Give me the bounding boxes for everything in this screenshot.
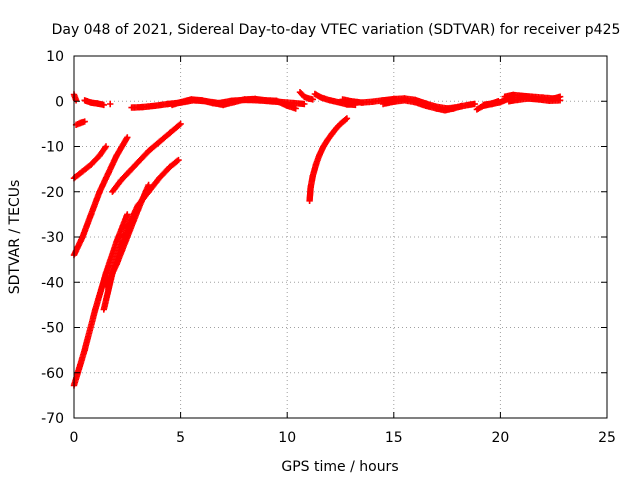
x-tick-label: 10 <box>278 430 296 446</box>
data-point <box>471 100 478 108</box>
data-point <box>175 156 182 164</box>
data-series <box>70 89 564 389</box>
data-point <box>81 118 88 125</box>
y-tick-label: 10 <box>46 49 64 65</box>
data-point <box>495 98 502 105</box>
data-point <box>102 143 110 150</box>
x-tick-label: 15 <box>385 430 403 446</box>
data-point <box>458 102 466 109</box>
data-point <box>309 96 316 103</box>
data-point <box>124 134 131 141</box>
y-tick-label: -10 <box>41 140 64 156</box>
plot-frame <box>73 55 608 419</box>
x-tick-label: 0 <box>70 430 79 446</box>
series-arc-6 <box>100 156 182 313</box>
data-point <box>342 116 349 123</box>
y-tick-label: -40 <box>41 275 64 291</box>
series-arc-4 <box>72 118 88 128</box>
y-tick-label: 0 <box>55 94 64 110</box>
chart-title: Day 048 of 2021, Sidereal Day-to-day VTE… <box>52 22 621 38</box>
x-tick-label: 20 <box>491 430 509 446</box>
series-arc-1 <box>70 211 131 389</box>
data-point <box>301 100 308 108</box>
grid-lines <box>74 56 607 418</box>
y-tick-label: -20 <box>41 185 64 201</box>
axis-ticks: 0 5 10 15 20 25 10 0 -10 -20 -30 -40 -50 -60 -70 <box>41 49 616 446</box>
series-arc-10 <box>107 100 114 108</box>
data-point <box>176 121 183 129</box>
y-tick-label: -60 <box>41 366 64 382</box>
data-point <box>177 120 184 128</box>
series-arc-21 <box>505 95 564 105</box>
x-tick-label: 25 <box>598 430 616 446</box>
y-axis-label: SDTVAR / TECUs <box>7 180 23 295</box>
series-arc-17 <box>379 97 466 114</box>
data-point <box>124 211 131 218</box>
series-arc-12 <box>168 95 299 112</box>
series-arc-19 <box>480 98 502 109</box>
x-tick-label: 5 <box>176 430 185 446</box>
data-point <box>292 105 299 112</box>
data-point <box>101 144 109 151</box>
x-axis-label: GPS time / hours <box>281 459 398 475</box>
data-point <box>174 157 181 165</box>
y-tick-label: -30 <box>41 230 64 246</box>
data-point <box>100 101 107 109</box>
series-arc-7 <box>109 120 184 195</box>
series-arc-3 <box>70 143 110 182</box>
data-point <box>343 115 351 122</box>
series-arc-13 <box>296 89 316 103</box>
data-point <box>556 97 564 104</box>
series-arc-15 <box>306 115 351 204</box>
y-tick-label: -50 <box>41 321 64 337</box>
y-tick-label: -70 <box>41 411 64 427</box>
series-arc-9 <box>81 97 107 109</box>
data-point <box>107 100 114 108</box>
